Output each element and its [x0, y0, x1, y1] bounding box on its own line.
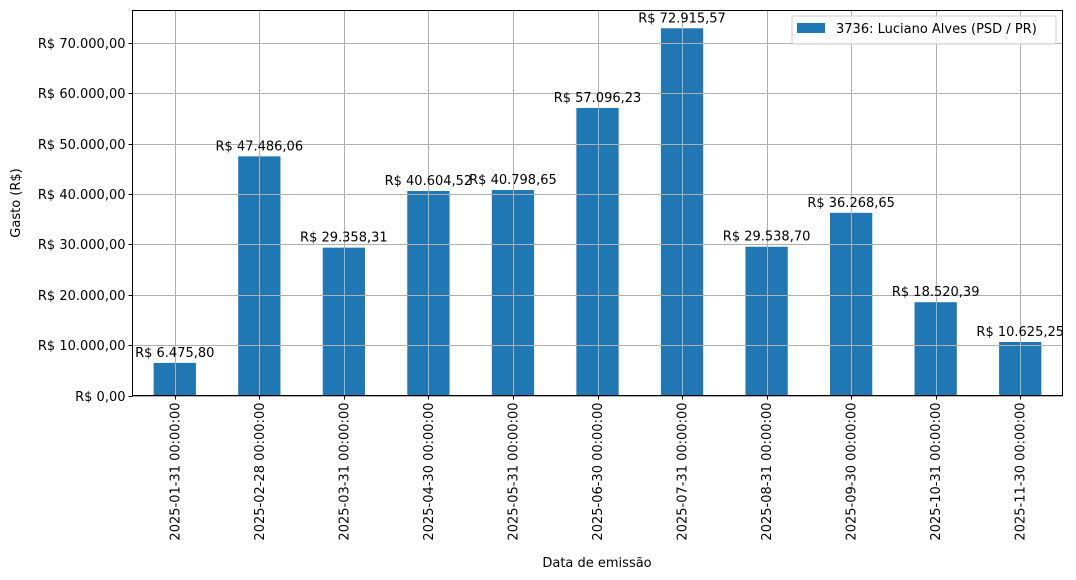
- x-tick-label: 2025-06-30 00:00:00: [591, 403, 606, 541]
- y-tick-label: R$ 50.000,00: [38, 138, 126, 153]
- x-axis: 2025-01-31 00:00:00 2025-02-28 00:00:00 20…: [168, 395, 1029, 541]
- x-tick-label: 2025-08-31 00:00:00: [760, 403, 775, 541]
- y-tick-label: R$ 60.000,00: [38, 87, 126, 102]
- x-axis-label: Data de emissão: [542, 556, 651, 571]
- bar-value-label: R$ 36.268,65: [807, 196, 895, 211]
- x-tick-label: 2025-11-30 00:00:00: [1014, 403, 1029, 541]
- bar: [914, 302, 957, 396]
- legend: 3736: Luciano Alves (PSD / PR): [791, 15, 1057, 45]
- bar-value-label: R$ 29.538,70: [723, 230, 811, 245]
- y-tick-label: R$ 0,00: [75, 390, 125, 405]
- y-axis-label: Gasto (R$): [9, 168, 24, 237]
- bar-value-label: R$ 72.915,57: [638, 11, 726, 26]
- bar-value-label: R$ 40.798,65: [469, 173, 557, 188]
- bar-value-label: R$ 40.604,52: [385, 174, 473, 189]
- bar: [576, 107, 619, 396]
- y-tick-label: R$ 30.000,00: [38, 238, 126, 253]
- x-tick-label: 2025-07-31 00:00:00: [676, 403, 691, 541]
- legend-swatch: [797, 23, 825, 33]
- bar: [153, 362, 196, 396]
- bar: [745, 246, 788, 396]
- y-axis: R$ 0,00 R$ 10.000,00 R$ 20.000,00 R$ 30.000…: [38, 37, 133, 405]
- axes-frame: [132, 10, 1063, 396]
- bar-value-label: R$ 29.358,31: [300, 231, 388, 246]
- x-tick-label: 2025-04-30 00:00:00: [422, 403, 437, 541]
- legend-box: [791, 15, 1057, 45]
- x-tick-label: 2025-10-31 00:00:00: [929, 403, 944, 541]
- bar: [491, 190, 535, 396]
- bar: [322, 247, 365, 396]
- bar-value-label: R$ 6.475,80: [135, 346, 214, 361]
- bar-value-label: R$ 10.625,25: [976, 325, 1064, 340]
- bar-value-label: R$ 47.486,06: [216, 139, 304, 154]
- x-tick-label: 2025-02-28 00:00:00: [253, 403, 268, 541]
- y-tick-label: R$ 20.000,00: [38, 289, 126, 304]
- legend-label: 3736: Luciano Alves (PSD / PR): [836, 22, 1037, 37]
- x-tick-label: 2025-01-31 00:00:00: [168, 403, 183, 541]
- x-tick-label: 2025-03-31 00:00:00: [337, 403, 352, 541]
- y-tick-label: R$ 10.000,00: [38, 339, 126, 354]
- bar-value-label: R$ 18.520,39: [892, 285, 980, 300]
- bar-value-labels: R$ 6.475,80 R$ 47.486,06 R$ 29.358,31 R$ 40…: [135, 11, 1064, 361]
- x-tick-label: 2025-05-31 00:00:00: [506, 403, 521, 541]
- x-tick-label: 2025-09-30 00:00:00: [845, 403, 860, 541]
- bar-value-label: R$ 57.096,23: [554, 91, 642, 106]
- y-tick-label: R$ 40.000,00: [38, 188, 126, 203]
- y-tick-label: R$ 70.000,00: [38, 37, 126, 52]
- bars: [153, 28, 1042, 396]
